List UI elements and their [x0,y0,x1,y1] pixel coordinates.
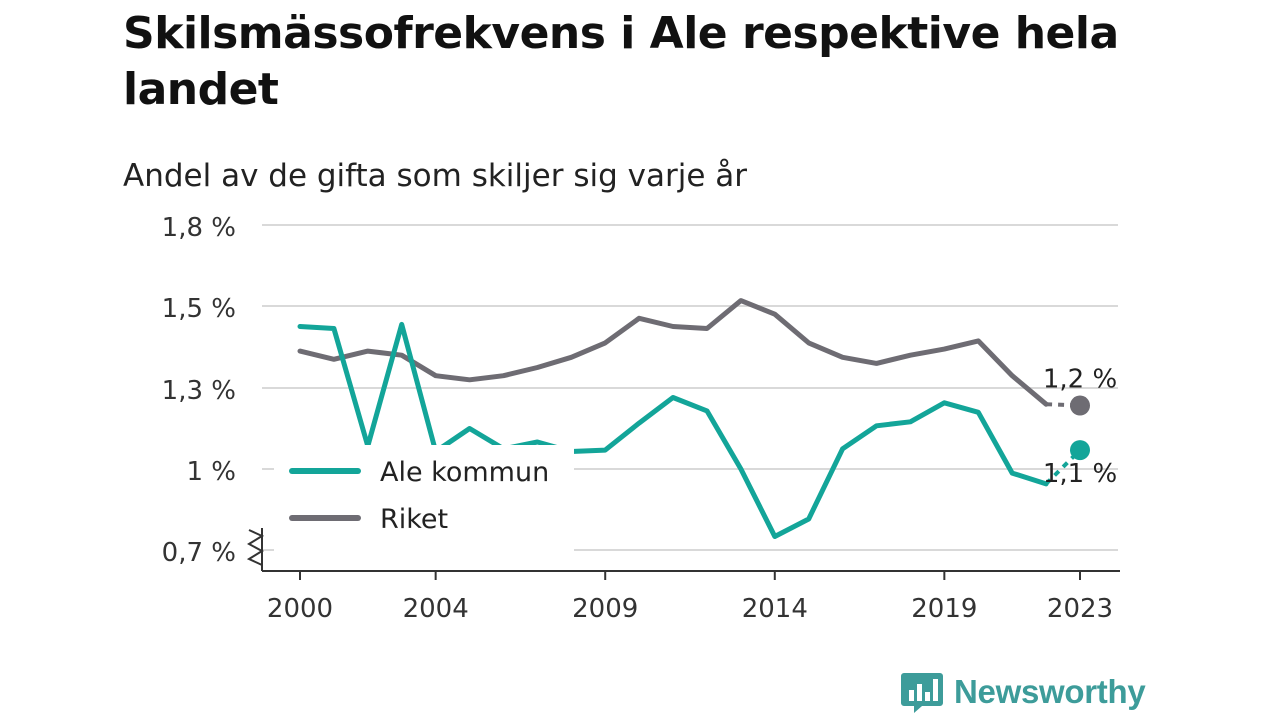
x-tick-label: 2023 [1047,594,1113,624]
series-endpoint-ale-kommun [1070,440,1090,461]
legend-background [274,445,574,553]
legend: Ale kommun Riket [274,445,574,553]
end-labels: 1,2 % 1,1 % [1043,365,1117,490]
axis-break-mark [246,529,265,566]
y-tick-label: 1 % [186,457,236,487]
chart-title: Skilsmässofrekvens i Ale respektive hela… [123,8,1119,115]
x-tick-label: 2000 [267,594,333,624]
y-tick-label: 1,8 % [162,213,236,243]
x-tick-label: 2009 [572,594,638,624]
newsworthy-logo: Newsworthy [900,670,1146,714]
legend-label-ale-kommun: Ale kommun [380,457,549,488]
series-line-ale-kommun [297,321,1049,539]
legend-label-riket: Riket [380,504,448,535]
x-tick-label: 2014 [742,594,808,624]
y-tick-label: 1,3 % [162,376,236,406]
x-tick-label: 2019 [911,594,977,624]
y-tick-label: 0,7 % [162,538,236,568]
brand-name: Newsworthy [954,673,1146,710]
series-endpoint-riket [1070,395,1090,416]
axes: 0,7 % 1 % 1,3 % 1,5 % 1,8 % 2000 2004 2009 2014 2… [162,213,1120,624]
series-line-riket [297,298,1049,407]
end-label-ale-kommun: 1,1 % [1043,459,1117,489]
newsworthy-bars-icon [901,673,943,713]
y-tick-label: 1,5 % [162,294,236,324]
end-label-riket: 1,2 % [1043,365,1117,395]
chart-subtitle: Andel av de gifta som skiljer sig varje … [123,158,747,194]
x-tick-label: 2004 [403,594,469,624]
series [297,298,1090,539]
